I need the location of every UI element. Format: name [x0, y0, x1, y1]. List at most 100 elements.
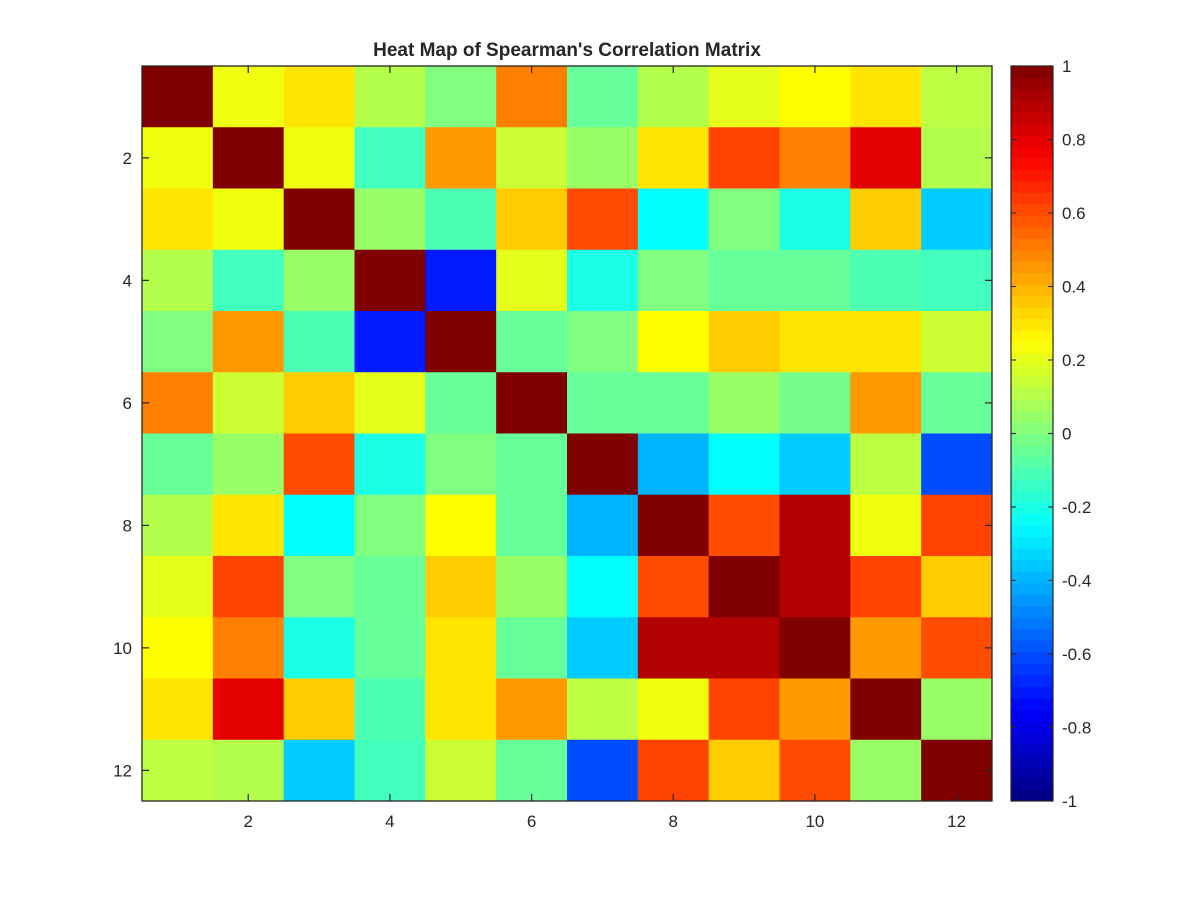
heatmap-cell-r9-c3 [283, 556, 355, 618]
colorbar-segment [1011, 123, 1053, 136]
heatmap-cell-r4-c3 [283, 249, 355, 312]
y-tick-label: 10 [113, 639, 132, 658]
colorbar-segment [1011, 180, 1053, 193]
colorbar-segment [1011, 66, 1053, 78]
colorbar-tick-label: 0.2 [1062, 351, 1086, 370]
colorbar-tick-label: 0.8 [1062, 131, 1086, 150]
heatmap-cell-r8-c3 [283, 494, 355, 557]
colorbar-segment [1011, 307, 1053, 320]
heatmap-cell-r8-c10 [779, 494, 851, 557]
colorbar-segment [1011, 399, 1053, 412]
heatmap-cell-r6-c12 [921, 372, 993, 434]
colorbar-segment [1011, 203, 1053, 216]
heatmap-cell-r3-c12 [921, 188, 993, 251]
colorbar-segment [1011, 778, 1053, 791]
colorbar-segment [1011, 490, 1053, 503]
x-tick-label: 4 [385, 812, 394, 831]
heatmap-cell-r1-c8 [637, 66, 710, 128]
colorbar-segment [1011, 249, 1053, 262]
heatmap-cell-r11-c2 [212, 678, 285, 741]
heatmap-cell-r10-c9 [708, 617, 780, 679]
colorbar-segment [1011, 157, 1053, 170]
colorbar-segment [1011, 341, 1053, 354]
heatmap-cell-r7-c11 [850, 433, 922, 496]
heatmap-cell-r1-c2 [212, 66, 285, 128]
heatmap-cell-r12-c3 [283, 739, 355, 802]
colorbar-segment [1011, 410, 1053, 423]
heatmap-cell-r3-c11 [850, 188, 922, 251]
colorbar-segment [1011, 525, 1053, 538]
x-tick-label: 6 [527, 812, 536, 831]
colorbar-segment [1011, 617, 1053, 630]
heatmap-cell-r10-c11 [850, 617, 922, 679]
heatmap-cell-r4-c9 [708, 249, 780, 312]
colorbar-tick-label: -0.2 [1062, 498, 1091, 517]
heatmap-cell-r9-c11 [850, 556, 922, 618]
heatmap-cell-r4-c7 [567, 249, 639, 312]
heatmap-cell-r1-c7 [567, 66, 639, 128]
heatmap-cell-r1-c12 [921, 66, 993, 128]
heatmap-cell-r6-c5 [425, 372, 497, 434]
colorbar-segment [1011, 536, 1053, 549]
y-tick-label: 12 [113, 761, 132, 780]
colorbar-segment [1011, 353, 1053, 366]
y-tick-label: 6 [123, 394, 132, 413]
colorbar-segment [1011, 238, 1053, 251]
heatmap-cell-r9-c8 [637, 556, 710, 618]
heatmap-cell-r11-c10 [779, 678, 851, 741]
colorbar: -1 -0.8 -0.6 -0.4 -0.2 0 0.2 0.4 0.6 0.8 1 [1010, 57, 1091, 811]
heatmap-cell-r5-c4 [354, 311, 426, 373]
heatmap-cell-r9-c9 [708, 556, 780, 618]
heatmap-cell-r5-c5 [425, 311, 497, 373]
heatmap-cell-r8-c6 [496, 494, 568, 557]
heatmap-cell-r2-c6 [496, 127, 568, 189]
colorbar-segment [1011, 192, 1053, 205]
heatmap-cell-r11-c7 [567, 678, 639, 741]
colorbar-segment [1011, 111, 1053, 124]
heatmap-cell-r8-c9 [708, 494, 780, 557]
heatmap-cell-r12-c9 [708, 739, 780, 802]
heatmap-cell-r8-c5 [425, 494, 497, 557]
heatmap-cell-r10-c1 [142, 617, 214, 679]
colorbar-segment [1011, 376, 1053, 389]
heatmap-cell-r7-c8 [637, 433, 710, 496]
colorbar-tick-label: 0.4 [1062, 278, 1086, 297]
colorbar-segment [1011, 720, 1053, 733]
heatmap-cell-r5-c7 [567, 311, 639, 373]
heatmap-cell-r8-c8 [637, 494, 710, 557]
colorbar-segment [1011, 743, 1053, 756]
heatmap-cell-r9-c12 [921, 556, 993, 618]
heatmap-cell-r12-c7 [567, 739, 639, 802]
heatmap-cell-r7-c7 [567, 433, 639, 496]
heatmap-cell-r7-c5 [425, 433, 497, 496]
heatmap-cell-r9-c10 [779, 556, 851, 618]
heatmap-cell-r2-c10 [779, 127, 851, 189]
heatmap-cell-r5-c11 [850, 311, 922, 373]
colorbar-segment [1011, 582, 1053, 595]
colorbar-tick-label: -0.6 [1062, 645, 1091, 664]
heatmap-cell-r6-c1 [142, 372, 214, 434]
heatmap-cell-r2-c3 [283, 127, 355, 189]
heatmap-cell-r3-c4 [354, 188, 426, 251]
heatmap-cell-r12-c5 [425, 739, 497, 802]
colorbar-tick-label: -1 [1062, 792, 1077, 811]
x-tick-label: 10 [805, 812, 824, 831]
heatmap-cell-r12-c11 [850, 739, 922, 802]
heatmap-cell-r12-c8 [637, 739, 710, 802]
heatmap-cell-r4-c11 [850, 249, 922, 312]
heatmap-cell-r6-c8 [637, 372, 710, 434]
heatmap-cell-r8-c12 [921, 494, 993, 557]
heatmap-cell-r10-c3 [283, 617, 355, 679]
heatmap-cell-r10-c12 [921, 617, 993, 679]
heatmap-cell-r9-c6 [496, 556, 568, 618]
colorbar-tick-label: 0 [1062, 425, 1071, 444]
colorbar-tick-label: -0.4 [1062, 572, 1091, 591]
colorbar-segment [1011, 77, 1053, 90]
heatmap-cell-r3-c9 [708, 188, 780, 251]
heatmap-cell-r9-c1 [142, 556, 214, 618]
heatmap-cell-r1-c5 [425, 66, 497, 128]
colorbar-segment [1011, 640, 1053, 653]
heatmap-cell-r2-c11 [850, 127, 922, 189]
heatmap-cell-r2-c4 [354, 127, 426, 189]
colorbar-segment [1011, 169, 1053, 182]
